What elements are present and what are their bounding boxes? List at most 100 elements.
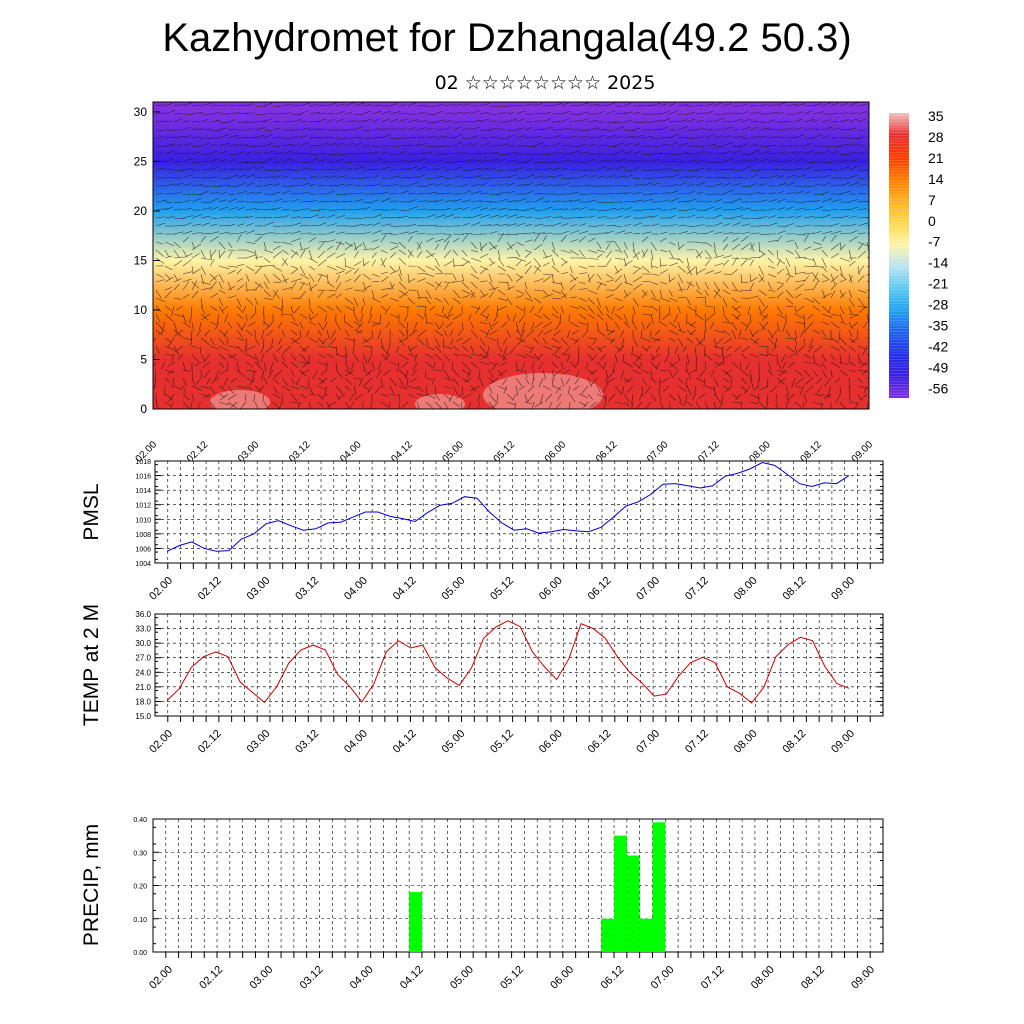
wind-arrow [497, 265, 507, 272]
wind-arrow [344, 129, 355, 131]
wind-arrow [682, 345, 688, 352]
wind-arrow [551, 241, 556, 252]
wind-arrow [621, 385, 625, 394]
wind-arrow [272, 127, 282, 131]
wind-arrow [398, 393, 401, 402]
wind-arrow [497, 353, 507, 361]
wind-arrow [521, 321, 526, 333]
wind-arrow [227, 216, 238, 219]
wind-arrow [776, 235, 782, 243]
wind-arrow [462, 337, 472, 345]
wind-arrow [805, 385, 814, 393]
precip-bar [601, 918, 615, 952]
precip-x-tick-label: 07.12 [699, 964, 727, 992]
wind-arrow [425, 183, 435, 187]
wind-arrow [452, 126, 462, 131]
wind-arrow [812, 272, 819, 283]
wind-arrow [749, 313, 752, 323]
wind-arrow [731, 222, 741, 227]
wind-arrow [821, 235, 827, 243]
wind-arrow [191, 136, 201, 139]
wind-arrow [574, 337, 580, 345]
wind-arrow [407, 393, 415, 398]
wind-arrow [578, 313, 587, 320]
wind-arrow [554, 345, 562, 354]
wind-arrow [812, 369, 818, 377]
wind-arrow [524, 401, 533, 405]
wind-arrow [749, 337, 759, 345]
wind-arrow [794, 271, 806, 275]
wind-arrow [470, 289, 476, 299]
wind-arrow [515, 369, 524, 372]
wind-arrow [515, 321, 520, 332]
wind-arrow [406, 377, 409, 389]
wind-arrow [218, 159, 227, 163]
colorbar-label: 21 [928, 150, 944, 166]
wind-arrow [650, 305, 658, 311]
wind-arrow [731, 237, 739, 243]
wind-arrow [470, 345, 474, 354]
wind-arrow [551, 257, 556, 266]
wind-arrow [461, 199, 471, 203]
wind-arrow [413, 361, 418, 371]
wind-arrow [632, 353, 642, 360]
wind-arrow [227, 385, 234, 394]
wind-arrow [830, 112, 839, 115]
wind-arrow [734, 305, 742, 311]
wind-arrow [551, 305, 559, 314]
wind-arrow [758, 289, 767, 296]
wind-arrow [326, 200, 338, 203]
wind-arrow [168, 393, 175, 402]
wind-arrow [794, 345, 798, 356]
wind-arrow [506, 118, 517, 123]
colorbar-label: 35 [928, 108, 944, 124]
wind-arrow [362, 104, 371, 107]
wind-arrow [632, 232, 641, 235]
wind-arrow [379, 313, 382, 322]
wind-arrow [524, 232, 535, 235]
wind-arrow [434, 119, 445, 123]
wind-arrow [236, 104, 246, 107]
colorbar-label: 7 [928, 192, 936, 208]
wind-arrow [812, 230, 822, 235]
wind-arrow [203, 369, 211, 378]
wind-arrow [848, 313, 860, 316]
wind-arrow [631, 401, 634, 409]
wind-arrow [479, 207, 488, 211]
wind-arrow [218, 104, 227, 107]
wind-arrow [722, 377, 730, 383]
wind-arrow [560, 230, 570, 235]
wind-arrow [290, 281, 297, 291]
wind-arrow [155, 241, 164, 245]
wind-arrow [560, 249, 572, 254]
wind-arrow [542, 161, 552, 163]
wind-arrow [848, 137, 860, 140]
wind-arrow [389, 246, 399, 251]
cross-y-tick-label: 10 [134, 303, 148, 317]
wind-arrow [155, 329, 163, 336]
wind-arrow [452, 385, 459, 396]
temp-y-tick-label: 27.0 [135, 654, 151, 663]
wind-arrow [713, 289, 722, 298]
wind-arrow [398, 118, 408, 123]
wind-arrow [722, 281, 729, 289]
wind-arrow [623, 281, 633, 286]
wind-arrow [191, 321, 194, 330]
wind-arrow [542, 337, 548, 345]
wind-arrow [848, 166, 858, 171]
wind-arrow [650, 257, 653, 269]
wind-arrow [578, 272, 588, 275]
wind-arrow [281, 120, 291, 123]
wind-arrow [317, 289, 326, 292]
wind-arrow [506, 265, 515, 270]
wind-arrow [254, 256, 263, 259]
wind-arrow [506, 183, 515, 187]
wind-arrow [380, 197, 391, 203]
wind-arrow [299, 291, 306, 299]
colorbar-label: 14 [928, 171, 944, 187]
wind-arrow [398, 265, 402, 277]
wind-arrow [821, 289, 826, 299]
wind-arrow [425, 345, 435, 351]
wind-arrow [551, 377, 554, 387]
wind-arrow [470, 126, 480, 131]
